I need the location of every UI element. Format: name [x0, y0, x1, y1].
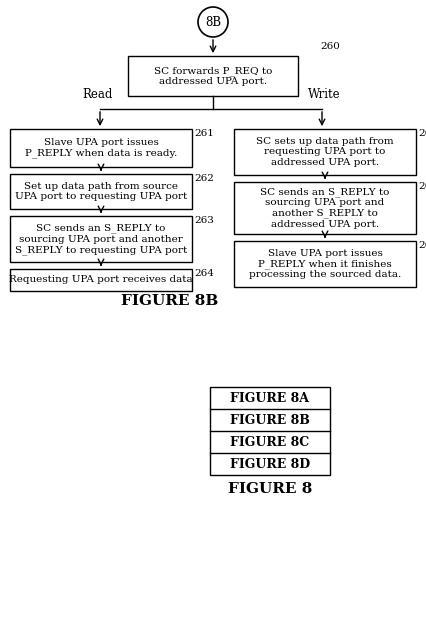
Text: FIGURE 8B: FIGURE 8B: [121, 294, 219, 308]
Bar: [128, 56, 298, 96]
Bar: [234, 129, 416, 175]
Text: Read: Read: [83, 88, 113, 101]
Text: Requesting UPA port receives data: Requesting UPA port receives data: [9, 275, 193, 285]
Text: Slave UPA port issues
P_REPLY when it finishes
processing the sourced data.: Slave UPA port issues P_REPLY when it fi…: [249, 249, 401, 279]
Text: FIGURE 8: FIGURE 8: [228, 482, 312, 496]
Text: Set up data path from source
UPA port to requesting UPA port: Set up data path from source UPA port to…: [15, 182, 187, 201]
Text: Write: Write: [308, 88, 340, 101]
Text: 266: 266: [418, 129, 426, 138]
Bar: [10, 129, 192, 167]
Text: SC sends an S_REPLY to
sourcing UPA port and
another S_REPLY to
addressed UPA po: SC sends an S_REPLY to sourcing UPA port…: [260, 187, 390, 229]
Bar: [10, 269, 192, 291]
Text: SC sends an S_REPLY to
sourcing UPA port and another
S_REPLY to requesting UPA p: SC sends an S_REPLY to sourcing UPA port…: [15, 223, 187, 254]
Text: 8B: 8B: [205, 15, 221, 28]
Text: 260: 260: [320, 42, 340, 51]
Text: 261: 261: [194, 129, 214, 138]
Text: 268: 268: [418, 241, 426, 250]
Text: SC sets up data path from
requesting UPA port to
addressed UPA port.: SC sets up data path from requesting UPA…: [256, 137, 394, 167]
Text: 267: 267: [418, 182, 426, 191]
Text: FIGURE 8A: FIGURE 8A: [230, 391, 310, 404]
Text: SC forwards P_REQ to
addressed UPA port.: SC forwards P_REQ to addressed UPA port.: [154, 66, 272, 86]
Bar: [234, 182, 416, 234]
Text: 263: 263: [194, 216, 214, 225]
Text: FIGURE 8B: FIGURE 8B: [230, 413, 310, 426]
Bar: [210, 387, 330, 475]
Bar: [234, 241, 416, 287]
Text: 262: 262: [194, 174, 214, 183]
Text: Slave UPA port issues
P_REPLY when data is ready.: Slave UPA port issues P_REPLY when data …: [25, 138, 177, 158]
Text: FIGURE 8D: FIGURE 8D: [230, 457, 310, 470]
Bar: [10, 216, 192, 262]
Bar: [10, 174, 192, 209]
Text: 264: 264: [194, 269, 214, 278]
Text: FIGURE 8C: FIGURE 8C: [230, 436, 310, 449]
